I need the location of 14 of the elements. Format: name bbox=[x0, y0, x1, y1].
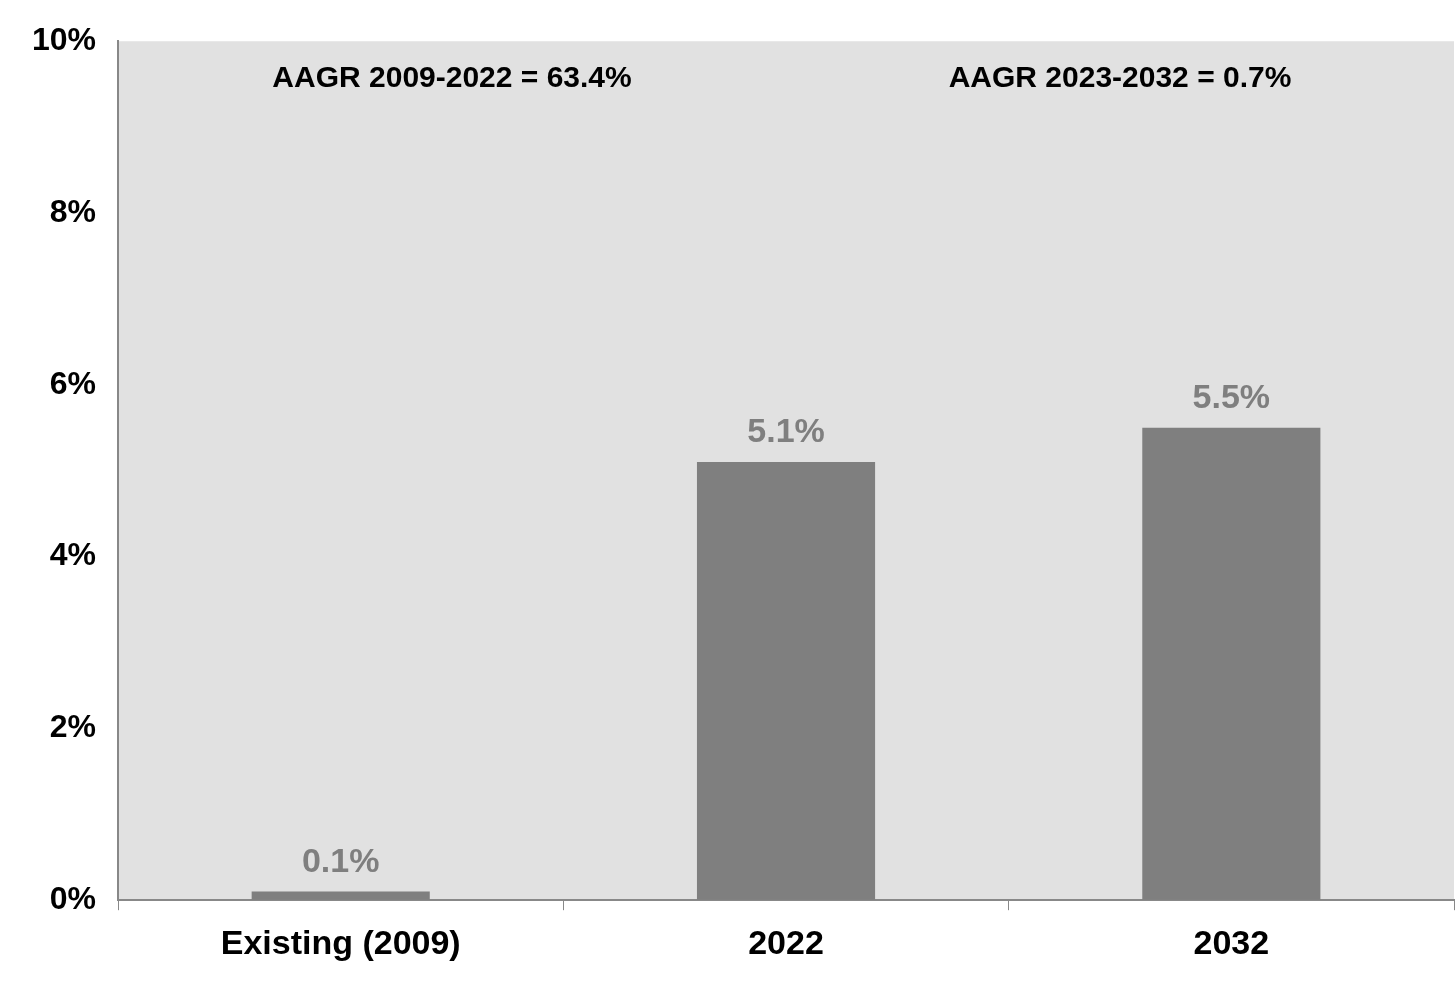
annotation: AAGR 2023-2032 = 0.7% bbox=[948, 60, 1292, 94]
data-label: 0.1% bbox=[301, 840, 380, 879]
data-label: 5.5% bbox=[1192, 377, 1271, 416]
y-tick-label: 10% bbox=[32, 21, 97, 58]
y-tick-label: 6% bbox=[49, 364, 97, 401]
y-tick-label: 2% bbox=[49, 708, 97, 745]
data-label: 5.1% bbox=[747, 411, 825, 450]
y-tick-label: 8% bbox=[49, 192, 97, 229]
annotation: AAGR 2009-2022 = 63.4% bbox=[272, 60, 632, 94]
x-tick-label: 2022 bbox=[748, 922, 824, 961]
x-tick-label: 2032 bbox=[1193, 922, 1270, 961]
x-tick-label: Existing (2009) bbox=[220, 922, 461, 961]
y-tick-label: 4% bbox=[49, 536, 97, 573]
y-tick-label: 0% bbox=[49, 880, 97, 917]
